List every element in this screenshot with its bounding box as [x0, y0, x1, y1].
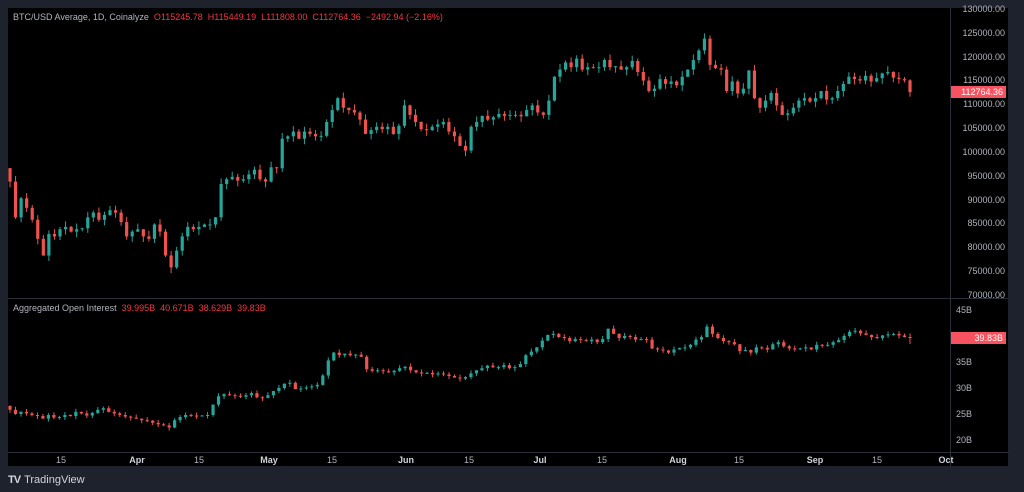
price-tick-label: 80000.00	[967, 242, 1005, 253]
time-tick-label: 15	[193, 455, 205, 465]
time-tick-label: 15	[463, 455, 475, 465]
chart-frame: BTC/USD Average, 1D, Coinalyze O115245.78…	[8, 4, 1009, 467]
oi-tick-label: 20B	[956, 435, 973, 445]
oi-high: 40.671B	[160, 303, 194, 313]
time-tick-label: Apr	[129, 455, 145, 465]
time-tick-label: Sep	[806, 455, 824, 465]
price-tick-label: 95000.00	[967, 170, 1005, 181]
oi-tick-label: 35B	[956, 357, 973, 367]
pane-divider[interactable]	[8, 298, 1008, 299]
high-value: H115449.19	[207, 12, 257, 22]
price-tick-label: 75000.00	[967, 266, 1005, 277]
price-legend: BTC/USD Average, 1D, Coinalyze O115245.78…	[13, 12, 448, 22]
tradingview-logo-icon: TV	[8, 474, 21, 486]
close-value: C112764.36	[312, 12, 361, 22]
time-tick-label: 15	[326, 455, 338, 465]
time-tick-label: Aug	[669, 455, 687, 465]
price-tick-label: 110000.00	[963, 99, 1005, 110]
time-tick-label: Oct	[938, 455, 954, 465]
current-price-tag: 112764.36	[951, 86, 1006, 99]
open-interest-pane[interactable]: Aggregated Open Interest 39.995B 40.671B 38…	[8, 299, 950, 452]
footer: TV TradingView	[8, 472, 85, 488]
open-interest-candles	[8, 324, 912, 431]
time-tick-label: Jun	[397, 455, 415, 465]
price-candles	[8, 33, 912, 274]
time-axis[interactable]: 15 Apr 15 May 15 Jun 15 Jul 15 Aug 15 Sep 15 Oct	[8, 452, 954, 467]
price-tick-label: 90000.00	[967, 194, 1005, 205]
open-value: O115245.78	[153, 12, 203, 22]
oi-close: 39.83B	[237, 303, 266, 313]
axis-corner	[950, 452, 1009, 467]
time-tick-label: May	[260, 455, 278, 465]
oi-tick-label: 45B	[956, 305, 973, 315]
oi-label: Aggregated Open Interest	[13, 303, 117, 313]
price-tick-label: 100000.00	[962, 146, 1005, 157]
brand-name: TradingView	[24, 474, 85, 486]
current-oi-tag: 39.83B	[951, 331, 1006, 344]
price-pane[interactable]: BTC/USD Average, 1D, Coinalyze O115245.78…	[8, 8, 950, 298]
price-tick-label: 120000.00	[962, 51, 1005, 62]
price-axis[interactable]: 130000.00 125000.00 120000.00 115000.00 1100…	[950, 4, 1009, 300]
time-tick-label: 15	[596, 455, 608, 465]
oi-tick-label: 30B	[956, 383, 973, 393]
oi-tick-label: 25B	[956, 409, 973, 419]
price-tick-label: 115000.00	[963, 75, 1005, 86]
price-tick-label: 105000.00	[962, 123, 1005, 134]
price-tick-label: 70000.00	[967, 289, 1005, 300]
change-value: −2492.94 (−2.16%)	[365, 12, 443, 22]
price-tick-label: 125000.00	[962, 27, 1005, 38]
open-interest-axis[interactable]: 45B 35B 30B 25B 20B 39.83B	[950, 299, 1009, 452]
time-tick-label: Jul	[533, 455, 547, 465]
oi-open: 39.995B	[121, 303, 156, 313]
price-tick-label: 130000.00	[962, 4, 1005, 14]
oi-low: 38.629B	[198, 303, 233, 313]
price-tick-label: 85000.00	[967, 218, 1005, 229]
oi-legend: Aggregated Open Interest 39.995B 40.671B 38…	[13, 303, 271, 313]
time-tick-label: 15	[55, 455, 67, 465]
time-tick-label: 15	[871, 455, 883, 465]
low-value: L111808.00	[261, 12, 308, 22]
time-tick-label: 15	[733, 455, 745, 465]
symbol-label: BTC/USD Average, 1D, Coinalyze	[13, 12, 149, 22]
